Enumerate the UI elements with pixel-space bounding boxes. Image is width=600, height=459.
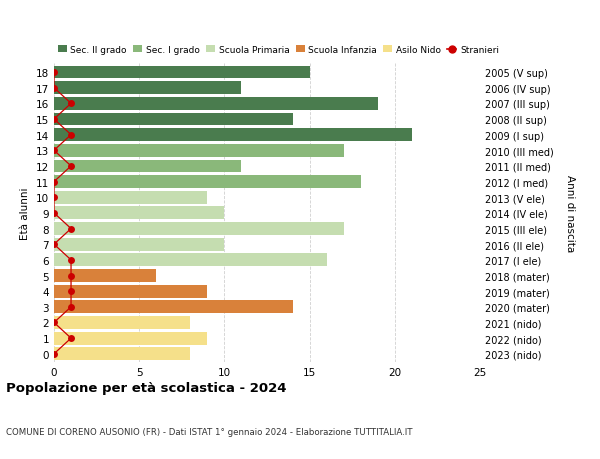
Bar <box>54 316 190 329</box>
Text: Popolazione per età scolastica - 2024: Popolazione per età scolastica - 2024 <box>6 381 287 394</box>
Bar <box>54 191 208 204</box>
Bar <box>54 176 361 189</box>
Bar <box>54 160 241 173</box>
Bar <box>54 67 310 79</box>
Bar <box>54 98 378 111</box>
Legend: Sec. II grado, Sec. I grado, Scuola Primaria, Scuola Infanzia, Asilo Nido, Stran: Sec. II grado, Sec. I grado, Scuola Prim… <box>54 42 503 58</box>
Bar <box>54 113 293 126</box>
Y-axis label: Anni di nascita: Anni di nascita <box>565 175 575 252</box>
Bar <box>54 129 412 142</box>
Bar <box>54 254 326 267</box>
Bar <box>54 145 344 157</box>
Bar <box>54 207 224 220</box>
Bar <box>54 301 293 313</box>
Bar <box>54 238 224 251</box>
Text: COMUNE DI CORENO AUSONIO (FR) - Dati ISTAT 1° gennaio 2024 - Elaborazione TUTTIT: COMUNE DI CORENO AUSONIO (FR) - Dati IST… <box>6 427 413 436</box>
Y-axis label: Età alunni: Età alunni <box>20 187 31 240</box>
Bar <box>54 285 208 298</box>
Bar <box>54 332 208 345</box>
Bar <box>54 347 190 360</box>
Bar <box>54 269 156 282</box>
Bar <box>54 82 241 95</box>
Bar <box>54 223 344 235</box>
